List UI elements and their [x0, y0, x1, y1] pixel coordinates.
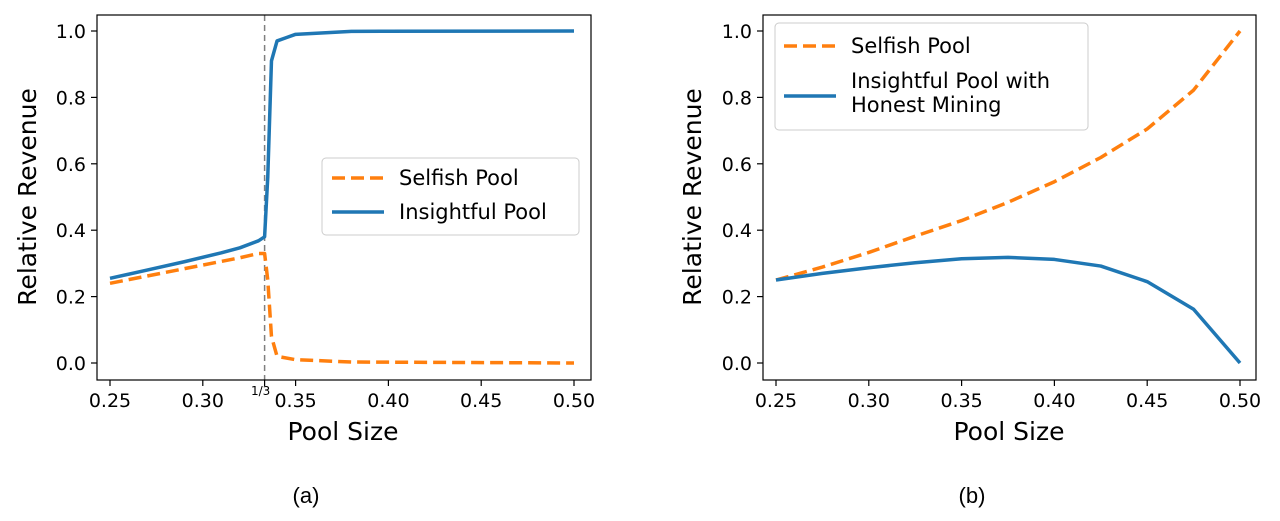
- chart-a-x-tick-label: 0.50: [553, 390, 595, 412]
- chart-a-x-axis-label: Pool Size: [288, 417, 399, 446]
- chart-a-legend-label: Selfish Pool: [399, 166, 519, 190]
- chart-b-x-tick-label: 0.50: [1219, 390, 1261, 412]
- chart-a-y-tick-label: 0.2: [56, 287, 86, 309]
- chart-a-y-tick-label: 1.0: [56, 21, 86, 43]
- chart-a: 0.25 0.30 0.35 0.40 0.45 0.50 0.0 0.2 0.4 0.6 0.8 1…: [13, 14, 595, 508]
- chart-b-plot-lines: [775, 29, 1242, 365]
- chart-b-legend-label: Selfish Pool: [851, 34, 971, 58]
- chart-b-y-tick-label: 0.0: [722, 353, 752, 375]
- chart-a-y-axis-label: Relative Revenue: [13, 88, 42, 306]
- chart-b-series-1-line: [775, 29, 1242, 282]
- chart-a-x-tick-label: 0.35: [274, 390, 316, 412]
- chart-a-y-tick-label: 0.6: [56, 154, 86, 176]
- chart-a-threshold-tick-label: 1/3: [251, 384, 270, 398]
- chart-a-series-2-line: [109, 29, 575, 281]
- chart-b-legend: Selfish Pool Insightful Pool with Honest M…: [774, 22, 1089, 131]
- chart-b-y-axis-label: Relative Revenue: [678, 88, 707, 306]
- chart-a-legend-label: Insightful Pool: [399, 200, 547, 224]
- chart-b-series-2-line: [775, 255, 1242, 365]
- chart-a-x-tick-label: 0.30: [182, 390, 224, 412]
- chart-b-x-tick-label: 0.35: [940, 390, 982, 412]
- chart-a-x-tick-label: 0.45: [460, 390, 502, 412]
- chart-a-y-tick-label: 0.8: [56, 87, 86, 109]
- chart-b-x-tick-label: 0.25: [755, 390, 797, 412]
- chart-a-plot-lines: [109, 15, 575, 380]
- chart-b-x-tick-label: 0.45: [1126, 390, 1168, 412]
- chart-b-frame: [762, 14, 1257, 381]
- chart-a-x-tick-label: 0.40: [367, 390, 409, 412]
- chart-b-legend-label: Insightful Pool with Honest Mining: [851, 69, 1050, 117]
- chart-b-y-tick-label: 1.0: [722, 21, 752, 43]
- chart-a-y-tick-label: 0.0: [56, 353, 86, 375]
- chart-b-caption: (b): [959, 483, 986, 508]
- chart-b-legend-box: [774, 22, 1089, 131]
- chart-b-y-tick-label: 0.4: [722, 220, 752, 242]
- chart-b-y-tick-label: 0.8: [722, 87, 752, 109]
- chart-a-legend-box: [321, 157, 580, 236]
- chart-b-y-tick-label: 0.6: [722, 154, 752, 176]
- chart-a-series-1-line: [109, 251, 575, 365]
- chart-b-x-tick-label: 0.30: [848, 390, 890, 412]
- chart-a-y-tick-label: 0.4: [56, 220, 86, 242]
- chart-b: 0.25 0.30 0.35 0.40 0.45 0.50 0.0 0.2 0.4 0.6 0.8 1…: [678, 14, 1261, 508]
- chart-a-frame: [96, 14, 592, 381]
- chart-b-x-tick-label: 0.40: [1033, 390, 1075, 412]
- chart-b-x-axis-label: Pool Size: [954, 417, 1065, 446]
- chart-a-x-tick-label: 0.25: [89, 390, 131, 412]
- chart-a-caption: (a): [293, 483, 320, 508]
- chart-b-y-tick-label: 0.2: [722, 287, 752, 309]
- chart-a-legend: Selfish Pool Insightful Pool: [321, 157, 580, 236]
